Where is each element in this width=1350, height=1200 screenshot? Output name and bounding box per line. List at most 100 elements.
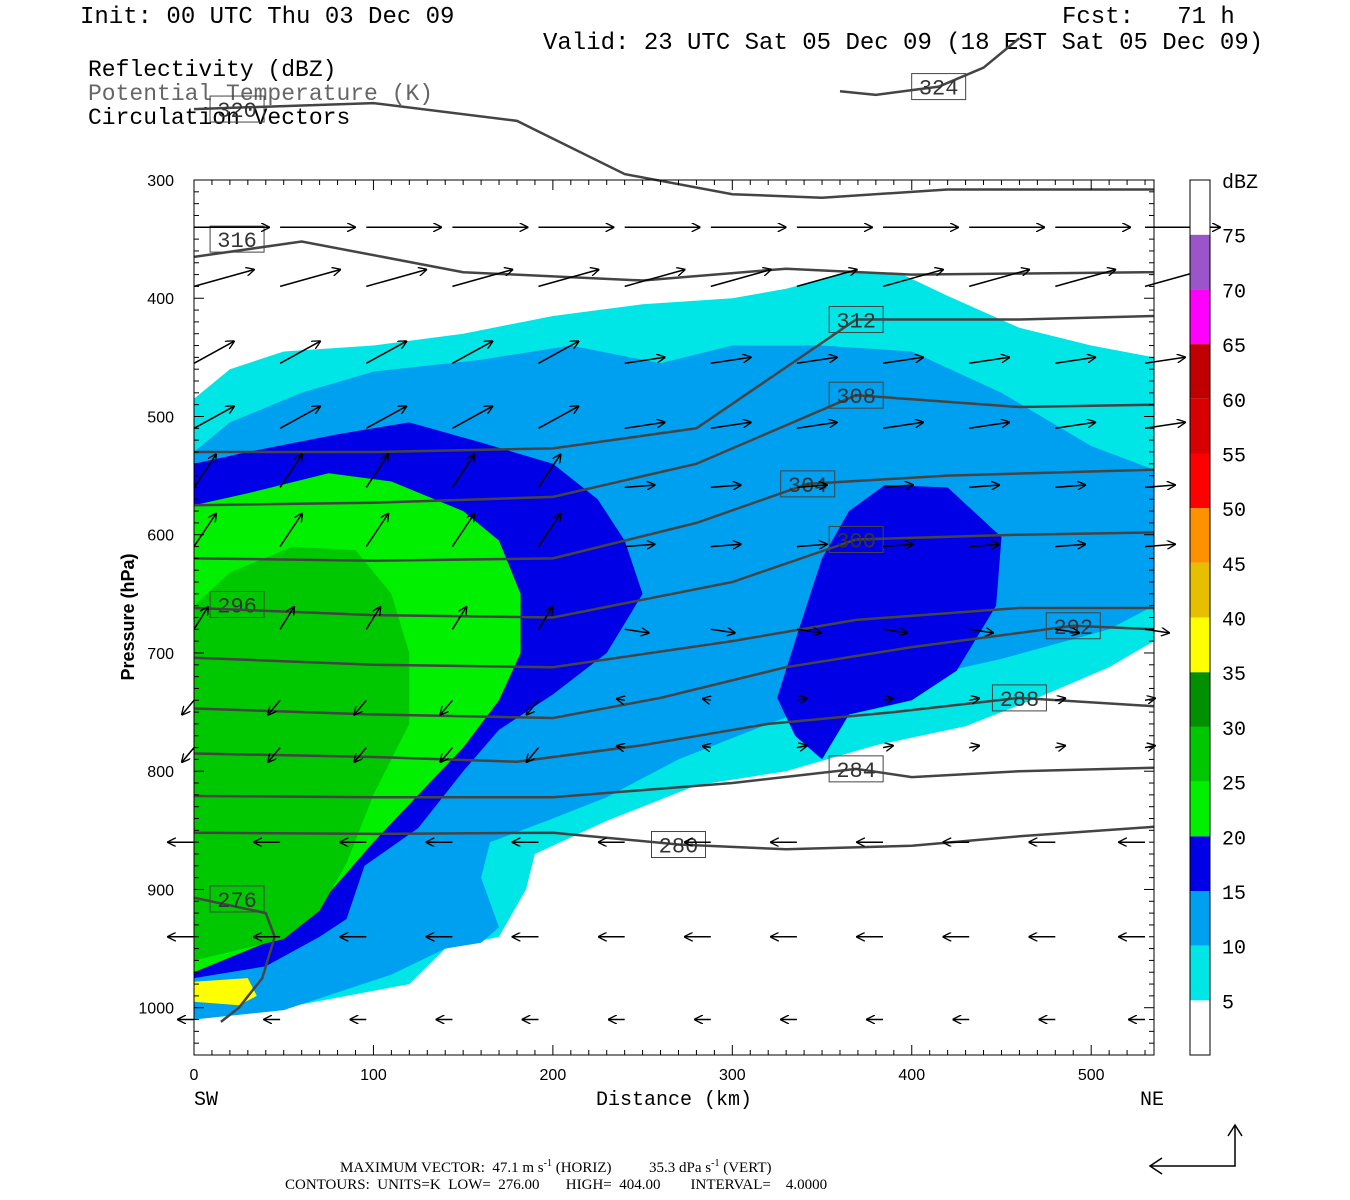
theta-line-276 (193, 896, 277, 1023)
theta-label-280: 280 (659, 835, 699, 860)
circulation-vector (537, 607, 553, 630)
colorbar-level-label: 15 (1222, 883, 1246, 906)
colorbar-level-label: 60 (1222, 391, 1246, 414)
colorbar-swatch (1190, 344, 1210, 399)
circulation-vector (969, 357, 1009, 365)
x-tick-label: 100 (360, 1067, 387, 1084)
theta-label-box-320 (209, 95, 265, 123)
circulation-vector (1055, 629, 1079, 633)
reflectivity-region-35dbz-6 (194, 978, 257, 1006)
circulation-vector (537, 454, 561, 488)
circulation-vector (969, 698, 979, 700)
circulation-vector (1055, 485, 1085, 487)
circulation-vector (710, 270, 771, 288)
circulation-vector (882, 422, 923, 430)
circulation-vector (882, 270, 943, 288)
circulation-vector (537, 514, 561, 548)
y-axis-title: Pressure (hPa) (118, 553, 138, 680)
circulation-vector (796, 357, 837, 365)
init-time: Init: 00 UTC Thu 03 Dec 09 (80, 4, 455, 31)
theta-line-304 (193, 468, 1155, 562)
circulation-vector (796, 629, 821, 633)
reference-vector-icon (1148, 1123, 1243, 1175)
theta-label-300: 300 (836, 529, 876, 554)
circulation-vector (968, 270, 1029, 288)
theta-line-316 (193, 240, 1155, 282)
colorbar-level-label: 20 (1222, 828, 1246, 851)
y-tick-label: 700 (147, 646, 174, 663)
colorbar-swatch (1190, 508, 1210, 563)
circulation-vector (969, 422, 1009, 430)
x-tick-label: 300 (719, 1067, 746, 1084)
x-tick-label: 400 (898, 1067, 925, 1084)
circulation-vector (268, 747, 281, 762)
colorbar-level-label: 35 (1222, 664, 1246, 687)
colorbar-swatch (1190, 617, 1210, 673)
colorbar-swatch (1190, 726, 1210, 782)
colorbar-swatch (1190, 890, 1210, 946)
circulation-vector (1055, 422, 1095, 430)
circulation-vector (354, 699, 367, 714)
theta-label-box-296 (209, 590, 265, 618)
circulation-vector (279, 607, 294, 630)
circulation-vector (182, 747, 195, 762)
field-label-theta: Potential Temperature (K) (88, 81, 434, 107)
circulation-vector (527, 747, 540, 762)
theta-line-280 (193, 825, 1155, 851)
colorbar-swatch (1190, 453, 1210, 509)
circulation-vector (193, 514, 216, 548)
circulation-vector (703, 699, 711, 701)
circulation-vector (527, 699, 540, 714)
circulation-vector (451, 454, 474, 488)
circulation-vector (1055, 357, 1095, 365)
colorbar-level-label: 10 (1222, 938, 1246, 961)
circulation-vector (710, 629, 735, 633)
colorbar-level-label: 30 (1222, 719, 1246, 742)
circulation-vector (268, 699, 281, 714)
circulation-vector (279, 514, 302, 548)
circulation-vector (365, 607, 380, 630)
theta-label-308: 308 (836, 385, 876, 410)
circulation-vector (366, 270, 426, 288)
circulation-vector (710, 485, 741, 487)
circulation-vector (796, 698, 807, 700)
circulation-vector (1144, 422, 1185, 430)
colorbar-swatch (1190, 1000, 1210, 1055)
circulation-vector (279, 270, 340, 288)
circulation-vector (1144, 698, 1155, 700)
colorbar-swatch (1190, 234, 1210, 290)
circulation-vector (969, 485, 999, 487)
circulation-vector (440, 747, 453, 762)
circulation-vector (451, 607, 466, 630)
colorbar-swatch (1190, 836, 1210, 891)
theta-line-288 (193, 696, 1155, 764)
colorbar-level-label: 5 (1222, 992, 1234, 1015)
colorbar-swatch (1190, 289, 1210, 345)
colorbar-swatch (1190, 398, 1210, 454)
circulation-vector (193, 406, 234, 429)
circulation-vector (440, 699, 453, 714)
circulation-vector (703, 746, 711, 748)
x-tick-label: 200 (540, 1067, 567, 1084)
circulation-vector (193, 454, 216, 488)
axis-ticks: 0 100 200 300 400 500 300 400 500 600 700 800 900 100… (138, 173, 1154, 1084)
theta-label-box-312 (828, 306, 884, 334)
circulation-vector (617, 746, 625, 748)
colorbar-level-label: 55 (1222, 445, 1246, 468)
colorbar-swatch (1190, 672, 1210, 727)
x-end-label-ne: NE (1140, 1089, 1164, 1112)
theta-label-box-308 (828, 381, 884, 409)
colorbar-swatch (1190, 781, 1210, 837)
circulation-vector (796, 544, 827, 546)
colorbar: 5 10 15 20 25 30 35 40 45 50 55 60 65 70 75 (1189, 179, 1246, 1056)
contours-note: CONTOURS: UNITS=K LOW= 276.00 HIGH= 404.… (285, 1177, 828, 1193)
x-tick-label: 0 (190, 1067, 199, 1084)
circulation-vector (710, 357, 751, 365)
circulation-vector (796, 422, 837, 430)
field-label-vectors: Circulation Vectors (88, 105, 351, 131)
circulation-vector (796, 485, 827, 487)
colorbar-level-label: 50 (1222, 500, 1246, 523)
theta-label-324: 324 (919, 77, 959, 102)
